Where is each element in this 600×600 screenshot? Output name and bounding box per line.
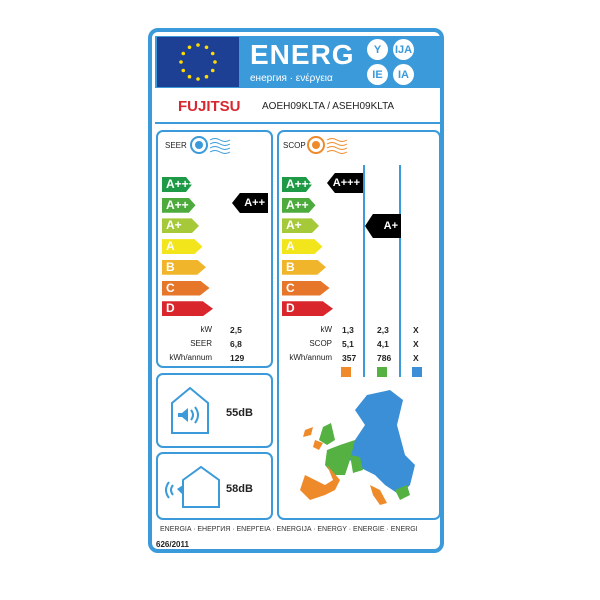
outdoor-speaker-house-icon [165,465,220,508]
cooling-panel [156,130,273,368]
cooling-row-label: kW [200,325,212,334]
energy-title: ENERG [250,39,355,70]
cooling-class-arrow: A++ [162,197,196,213]
cooling-class-arrow: B [162,259,206,275]
outdoor-noise-panel [156,452,273,520]
cooling-class-arrow: A [162,239,203,255]
model-number: AOEH09KLTA / ASEH09KLTA [262,101,395,112]
energy-subtitle: енергия · ενέργεια [250,73,333,84]
heating-class-arrow: A [282,239,323,255]
cooling-row-value: 2,5 [230,325,242,335]
cooling-row-value: 129 [230,353,245,363]
zone-divider [399,165,401,377]
heating-row-value: 357 [342,353,357,363]
divider [155,122,441,124]
eu-flag [157,37,239,87]
brand-logo: FUJITSU [178,98,241,115]
seer-label: SEER [165,141,187,150]
fan-heat-icon [307,136,348,154]
heating-class-arrow: A+++ [282,177,312,192]
heating-row-value: 5,1 [342,339,354,349]
indoor-noise-value: 55dB [226,407,253,419]
heating-panel [277,130,441,520]
label-border [148,28,444,553]
cooling-row-value: 6,8 [230,339,242,349]
indoor-speaker-house-icon [171,386,209,434]
cooling-class-arrow: C [162,280,210,296]
heating-row-value: 4,1 [377,339,389,349]
cooling-class-arrow: A+ [162,218,199,234]
zone-divider [363,165,365,377]
zone-average-swatch [377,367,387,377]
suffix-ie: IE [367,64,388,85]
scop-label: SCOP [283,141,306,150]
regulation-number: 626/2011 [156,540,189,549]
heating-row-value: 786 [377,353,392,363]
suffix-ia: IA [393,64,414,85]
heating-row-label: SCOP [309,339,332,348]
heating-row-value: 2,3 [377,325,389,335]
heating-class-arrow: A++ [282,197,316,213]
heating-row-label: kWh/annum [289,353,332,362]
language-footer: ENERGIA · ЕНЕРГИЯ · ΕΝΕΡΓΕΙΑ · ENERGIJA … [160,526,418,533]
zone-cold-swatch [412,367,422,377]
cooling-row-label: kWh/annum [169,353,212,362]
cooling-rating-indicator: A++ [232,193,268,213]
indoor-noise-panel [156,373,273,448]
heating-row-value: X [413,325,419,335]
cooling-class-arrow: A+++ [162,177,192,192]
heating-rating-average: A+ [365,214,401,238]
europe-climate-map [300,390,415,505]
suffix-y: Y [367,39,388,60]
heating-class-arrow: A+ [282,218,319,234]
heating-row-label: kW [320,325,332,334]
heating-row-value: X [413,339,419,349]
heating-class-arrow: B [282,259,326,275]
heating-row-value: 1,3 [342,325,354,335]
zone-warm-swatch [341,367,351,377]
fan-cool-icon [190,136,231,154]
heating-class-arrow: D [282,301,333,317]
cooling-class-arrow: D [162,301,213,317]
heating-class-arrow: C [282,280,330,296]
cooling-row-label: SEER [190,339,212,348]
suffix-ija: IJA [393,39,414,60]
heating-rating-warm: A+++ [327,173,363,193]
heating-row-value: X [413,353,419,363]
outdoor-noise-value: 58dB [226,483,253,495]
